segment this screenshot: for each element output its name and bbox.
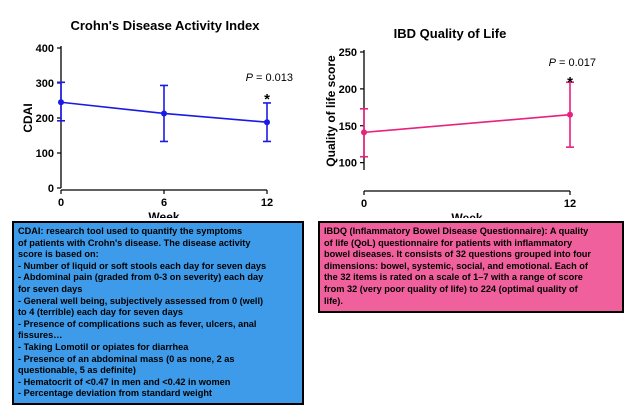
y-tick-label: 100 [339,158,357,170]
description-line: - Number of liquid or soft stools each d… [18,260,267,271]
y-axis-label: CDAI [21,103,35,132]
x-tick-label: 12 [261,197,273,209]
description-line: from 32 (very poor quality of life) to 2… [324,283,578,294]
description-line: IBDQ (Inflammatory Bowel Disease Questio… [324,226,589,236]
ibdq-chart: IBD Quality of Life 100 150 200 250 0 12 Week Qu… [324,26,596,218]
p-value-symbol: P [549,57,557,69]
description-line: the 32 items is rated on a scale of 1–7 … [324,272,583,283]
p-value-symbol: P [246,72,254,84]
description-line: fissures… [18,330,63,341]
p-value-number: = 0.013 [253,72,293,84]
p-value-annotation: P = 0.013 [246,72,293,84]
data-point [58,99,64,106]
x-tick-label: 0 [58,197,64,209]
y-tick-label: 200 [36,113,54,125]
description-line: - Presence of an abdominal mass (0 as no… [18,353,235,364]
description-line: - Hematocrit of <0.47 in men and <0.42 i… [18,376,231,387]
description-line: - General well being, subjectively asses… [18,295,264,306]
x-tick-label: 6 [161,197,167,209]
significance-star: * [567,74,573,91]
chart-title: IBD Quality of Life [394,26,507,41]
p-value-annotation: P = 0.017 [549,57,596,69]
description-line: - Percentage deviation from standard wei… [18,388,212,399]
significance-star: * [264,91,270,108]
data-point [161,110,167,117]
y-tick-label: 0 [48,183,54,195]
y-tick-label: 100 [36,148,54,160]
description-line: of life (QoL) questionnaire for patients… [324,237,573,248]
cdai-description-box: CDAI: research tool used to quantify the… [12,221,304,405]
description-line: dimensions: bowel, systemic, social, and… [324,260,588,271]
description-line: - Abdominal pain (graded from 0-3 on sev… [18,272,264,283]
description-line: CDAI: research tool used to quantify the… [18,226,243,236]
description-line: life). [324,295,343,306]
y-tick-label: 250 [339,47,357,59]
x-axis-label: Week [451,211,482,218]
y-tick-label: 300 [36,78,54,90]
description-line: - Taking Lomotil or opiates for diarrhea [18,341,189,352]
p-value-number: = 0.017 [556,57,596,69]
y-tick-label: 200 [339,84,357,96]
data-point [264,119,270,126]
description-line: - Presence of complications such as feve… [18,318,257,329]
x-tick-label: 0 [361,198,367,210]
ibdq-description-box: IBDQ (Inflammatory Bowel Disease Questio… [318,221,624,313]
data-point [567,111,573,118]
y-axis-label: Quality of life score [324,55,338,167]
description-line: of patients with Crohn's disease. The di… [18,237,251,248]
description-line: bowel diseases. It consists of 32 questi… [324,249,591,260]
description-line: score is based on: [18,249,99,260]
x-axis-label: Week [148,210,179,218]
chart-title: Crohn's Disease Activity Index [70,18,260,33]
description-line: to 4 (terrible) each day for seven days [18,307,183,318]
y-tick-label: 400 [36,43,54,55]
data-point [361,129,367,136]
cdai-chart: Crohn's Disease Activity Index 0 100 200 300… [21,18,293,218]
y-tick-label: 150 [339,121,357,133]
x-tick-label: 12 [564,198,576,210]
description-line: questionable, 5 as definite) [18,365,136,376]
series-line [363,113,571,134]
description-line: for seven days [18,283,83,294]
